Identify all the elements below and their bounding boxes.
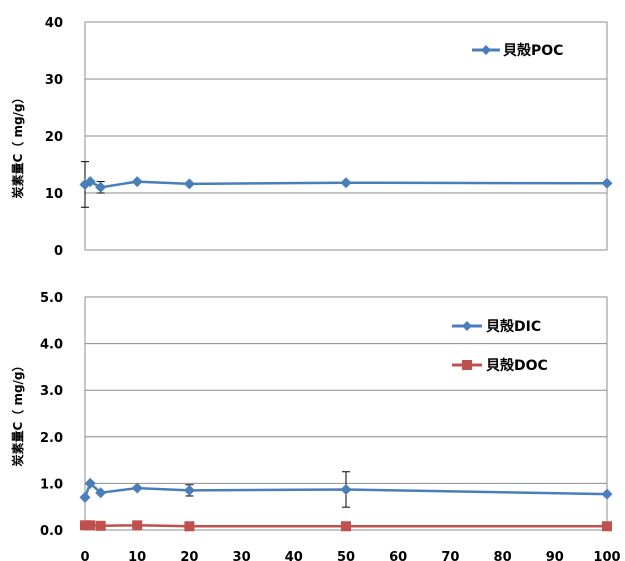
x-tick-label: 40 [285, 550, 303, 561]
series-貝殻DOC [80, 520, 612, 532]
legend-poc-marker [481, 45, 491, 55]
data-point [84, 176, 96, 188]
data-point [85, 520, 96, 531]
x-tick-label: 100 [593, 550, 620, 561]
dic-doc-y-tick-label: 4.0 [40, 338, 63, 353]
poc-y-tick-label: 30 [45, 73, 63, 88]
data-point [131, 482, 143, 494]
dic-doc-chart: 0.0 1.0 2.0 3.0 4.0 5.0 0 10 20 30 40 50 60 70 80 90 10… [10, 291, 621, 561]
dic-doc-y-tick-label: 3.0 [40, 384, 63, 399]
data-point [341, 521, 351, 532]
poc-y-tick-label: 10 [45, 187, 63, 202]
legend-dic-label: 貝殻DIC [486, 318, 541, 335]
dic-doc-gridlines [85, 343, 607, 484]
data-point [340, 177, 352, 189]
dic-doc-y-axis-label: 炭素量C（ mg/g） [10, 359, 25, 466]
data-point [601, 177, 613, 189]
data-point [95, 181, 107, 193]
poc-series [79, 161, 613, 208]
legend-dic-marker [462, 321, 472, 331]
dic-doc-y-tick-label: 0.0 [40, 524, 63, 539]
series-貝殻DIC [79, 471, 613, 508]
legend-doc-label: 貝殻DOC [486, 357, 548, 374]
dic-doc-legend: 貝殻DIC 貝殻DOC [452, 318, 548, 374]
series-貝殻POC [79, 161, 613, 208]
x-tick-label: 30 [233, 550, 251, 561]
poc-y-tick-label: 40 [45, 16, 63, 31]
data-point [132, 520, 143, 531]
x-tick-label: 60 [389, 550, 407, 561]
data-point [183, 484, 195, 496]
data-point [184, 521, 195, 532]
dic-doc-y-tick-labels: 0.0 1.0 2.0 3.0 4.0 5.0 [40, 291, 63, 539]
legend-poc-label: 貝殻POC [503, 42, 563, 59]
x-tick-label: 50 [337, 550, 355, 561]
data-point [95, 520, 106, 531]
data-point [131, 176, 143, 188]
x-tick-label: 20 [180, 550, 198, 561]
x-tick-label: 70 [441, 550, 459, 561]
poc-y-tick-label: 0 [54, 244, 63, 259]
data-point [84, 477, 96, 489]
poc-gridlines [85, 78, 607, 194]
x-tick-label: 0 [80, 550, 89, 561]
data-point [340, 483, 352, 495]
x-tick-label: 90 [546, 550, 564, 561]
dic-doc-series [79, 471, 613, 532]
data-point [79, 491, 91, 503]
poc-y-tick-labels: 0 10 20 30 40 [45, 16, 63, 259]
poc-y-axis-label: 炭素量C（ mg/g） [10, 91, 25, 198]
dic-doc-y-tick-label: 5.0 [40, 291, 63, 306]
dic-doc-y-tick-label: 2.0 [40, 431, 63, 446]
poc-chart: 0 10 20 30 40 炭素量C（ mg/g） 貝殻POC [10, 16, 613, 259]
x-tick-label: 80 [494, 550, 512, 561]
data-point [95, 487, 107, 499]
x-tick-label: 10 [128, 550, 146, 561]
data-point [602, 521, 612, 532]
legend-doc-marker [462, 360, 472, 370]
data-point [601, 488, 613, 500]
poc-legend: 貝殻POC [472, 42, 563, 59]
x-tick-labels: 0 10 20 30 40 50 60 70 80 90 100 [80, 550, 620, 561]
data-point [80, 520, 90, 531]
data-point [183, 178, 195, 190]
dic-doc-y-tick-label: 1.0 [40, 477, 63, 492]
poc-y-tick-label: 20 [45, 130, 63, 145]
